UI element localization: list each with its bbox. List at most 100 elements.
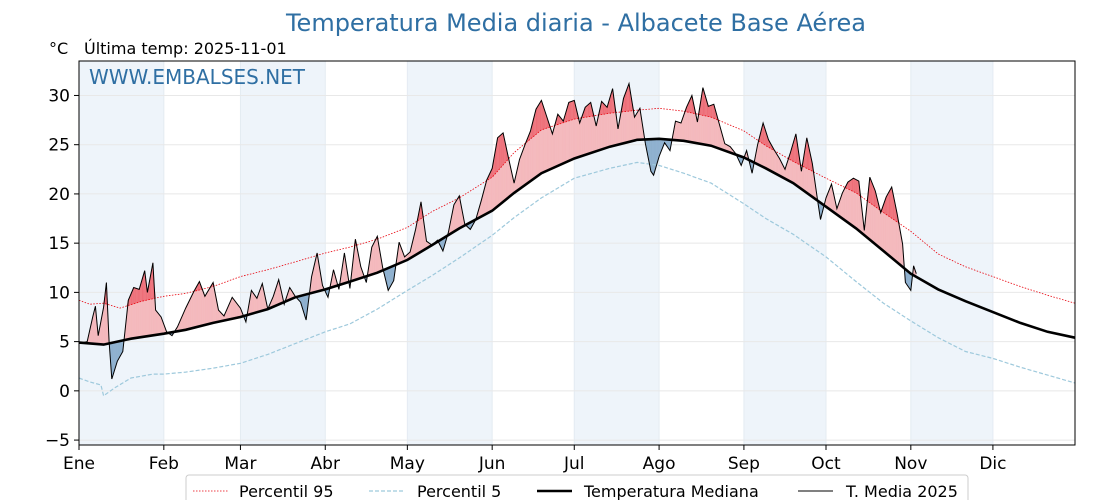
chart-title: Temperatura Media diaria - Albacete Base… <box>285 9 866 37</box>
x-tick-label-Feb: Feb <box>149 454 179 474</box>
fill-above-median <box>776 153 779 176</box>
last-temp-label: Última temp: 2025-11-01 <box>84 39 287 58</box>
fill-above-median <box>526 137 528 185</box>
fill-above-median <box>188 299 191 330</box>
fill-above-median <box>842 190 844 220</box>
fill-above-median <box>211 281 214 324</box>
month-band-Ene <box>79 61 164 445</box>
y-tick-label: 25 <box>48 136 70 156</box>
fill-above-median <box>158 312 160 335</box>
line-temperatura-mediana <box>78 137 1076 346</box>
y-tick-label: 0 <box>59 382 70 402</box>
fill-above-median <box>457 195 460 230</box>
fill-above-median <box>252 291 255 314</box>
fill-above-p95 <box>501 132 504 167</box>
line-percentil-95 <box>78 107 1076 309</box>
month-band-Sep <box>743 61 826 445</box>
fill-above-p95 <box>500 133 502 169</box>
fill-above-median <box>563 116 565 164</box>
fill-above-median <box>200 285 203 327</box>
fill-above-median <box>520 152 523 189</box>
fill-above-median <box>486 177 489 214</box>
x-tick-label-Jun: Jun <box>478 454 506 474</box>
fill-above-median <box>233 298 236 319</box>
fill-above-p95 <box>537 104 539 134</box>
fill-above-median <box>519 155 522 190</box>
fill-above-median <box>156 311 159 335</box>
y-tick-label: 5 <box>59 333 70 353</box>
fill-above-median <box>549 125 552 170</box>
x-tick-label-Nov: Nov <box>894 454 927 474</box>
series-lines <box>78 81 1076 397</box>
fill-above-p95 <box>850 178 853 192</box>
fill-above-p95 <box>709 105 712 118</box>
legend-label-median: Temperatura Mediana <box>583 482 759 500</box>
fill-above-median <box>455 199 457 232</box>
fill-above-median <box>523 144 526 187</box>
y-tick-label: 30 <box>48 86 70 106</box>
fill-above-median <box>201 288 204 326</box>
line-percentil-5 <box>78 161 1076 397</box>
fill-above-median <box>844 184 847 222</box>
fill-above-p95 <box>133 287 136 305</box>
fill-above-p95 <box>586 104 589 118</box>
fill-above-p95 <box>887 191 890 217</box>
y-tick-label: 15 <box>48 234 70 254</box>
fill-above-p95 <box>568 101 571 122</box>
fill-below-median <box>389 266 392 289</box>
fill-above-p95 <box>708 105 710 118</box>
fill-above-median <box>186 302 189 330</box>
fill-above-median <box>375 236 378 274</box>
fill-above-median <box>560 117 563 165</box>
y-axis-unit: °C <box>49 39 68 58</box>
fill-above-median <box>553 123 556 169</box>
fill-above-median <box>777 155 780 177</box>
fill-above-p95 <box>851 177 854 192</box>
fill-above-median <box>155 309 158 336</box>
fill-above-median <box>635 111 638 141</box>
fill-above-median <box>843 187 846 221</box>
fill-above-p95 <box>136 288 139 304</box>
fill-above-median <box>195 285 197 328</box>
fill-above-median <box>456 197 459 231</box>
x-tick-label-Jul: Jul <box>563 454 585 474</box>
fill-above-median <box>522 148 524 188</box>
fill-above-p95 <box>571 100 574 121</box>
fill-above-p95 <box>539 99 542 132</box>
fill-above-median <box>253 293 256 314</box>
fill-above-p95 <box>535 106 538 135</box>
x-axis: Ene Feb Mar Abr May Jun Jul Ago Sep Oct Nov Dic <box>63 445 1006 474</box>
fill-above-median <box>206 291 208 325</box>
month-band-May <box>407 61 493 445</box>
fill-above-median <box>550 129 553 170</box>
fill-above-median <box>679 122 682 141</box>
fill-above-median <box>189 296 192 330</box>
fill-above-p95 <box>890 186 892 219</box>
fill-above-median <box>579 119 582 157</box>
fill-above-p95 <box>134 287 137 304</box>
legend-label-current: T. Media 2025 <box>845 482 958 500</box>
fill-above-p95 <box>712 104 715 119</box>
fill-above-p95 <box>587 103 590 118</box>
fill-above-p95 <box>589 101 591 117</box>
fill-above-median <box>580 115 583 157</box>
fill-above-median <box>548 121 550 171</box>
y-tick-label: 10 <box>48 283 70 303</box>
line-t-media-2025 <box>78 81 917 380</box>
fill-above-p95 <box>849 179 851 191</box>
fill-above-median <box>159 314 162 335</box>
legend-box <box>185 474 969 500</box>
fill-above-median <box>210 284 212 324</box>
fill-below-median <box>650 138 653 174</box>
fill-above-p95 <box>888 188 891 218</box>
fill-above-p95 <box>569 101 572 121</box>
watermark: WWW.EMBALSES.NET <box>89 65 306 89</box>
fill-above-median <box>207 288 210 325</box>
fill-above-p95 <box>497 136 500 172</box>
fill-above-median <box>453 201 456 233</box>
fill-above-median <box>185 305 188 331</box>
fill-above-p95 <box>854 178 857 194</box>
fill-above-median <box>232 296 234 320</box>
x-tick-label-Ago: Ago <box>643 454 676 474</box>
fill-above-median <box>772 146 775 174</box>
